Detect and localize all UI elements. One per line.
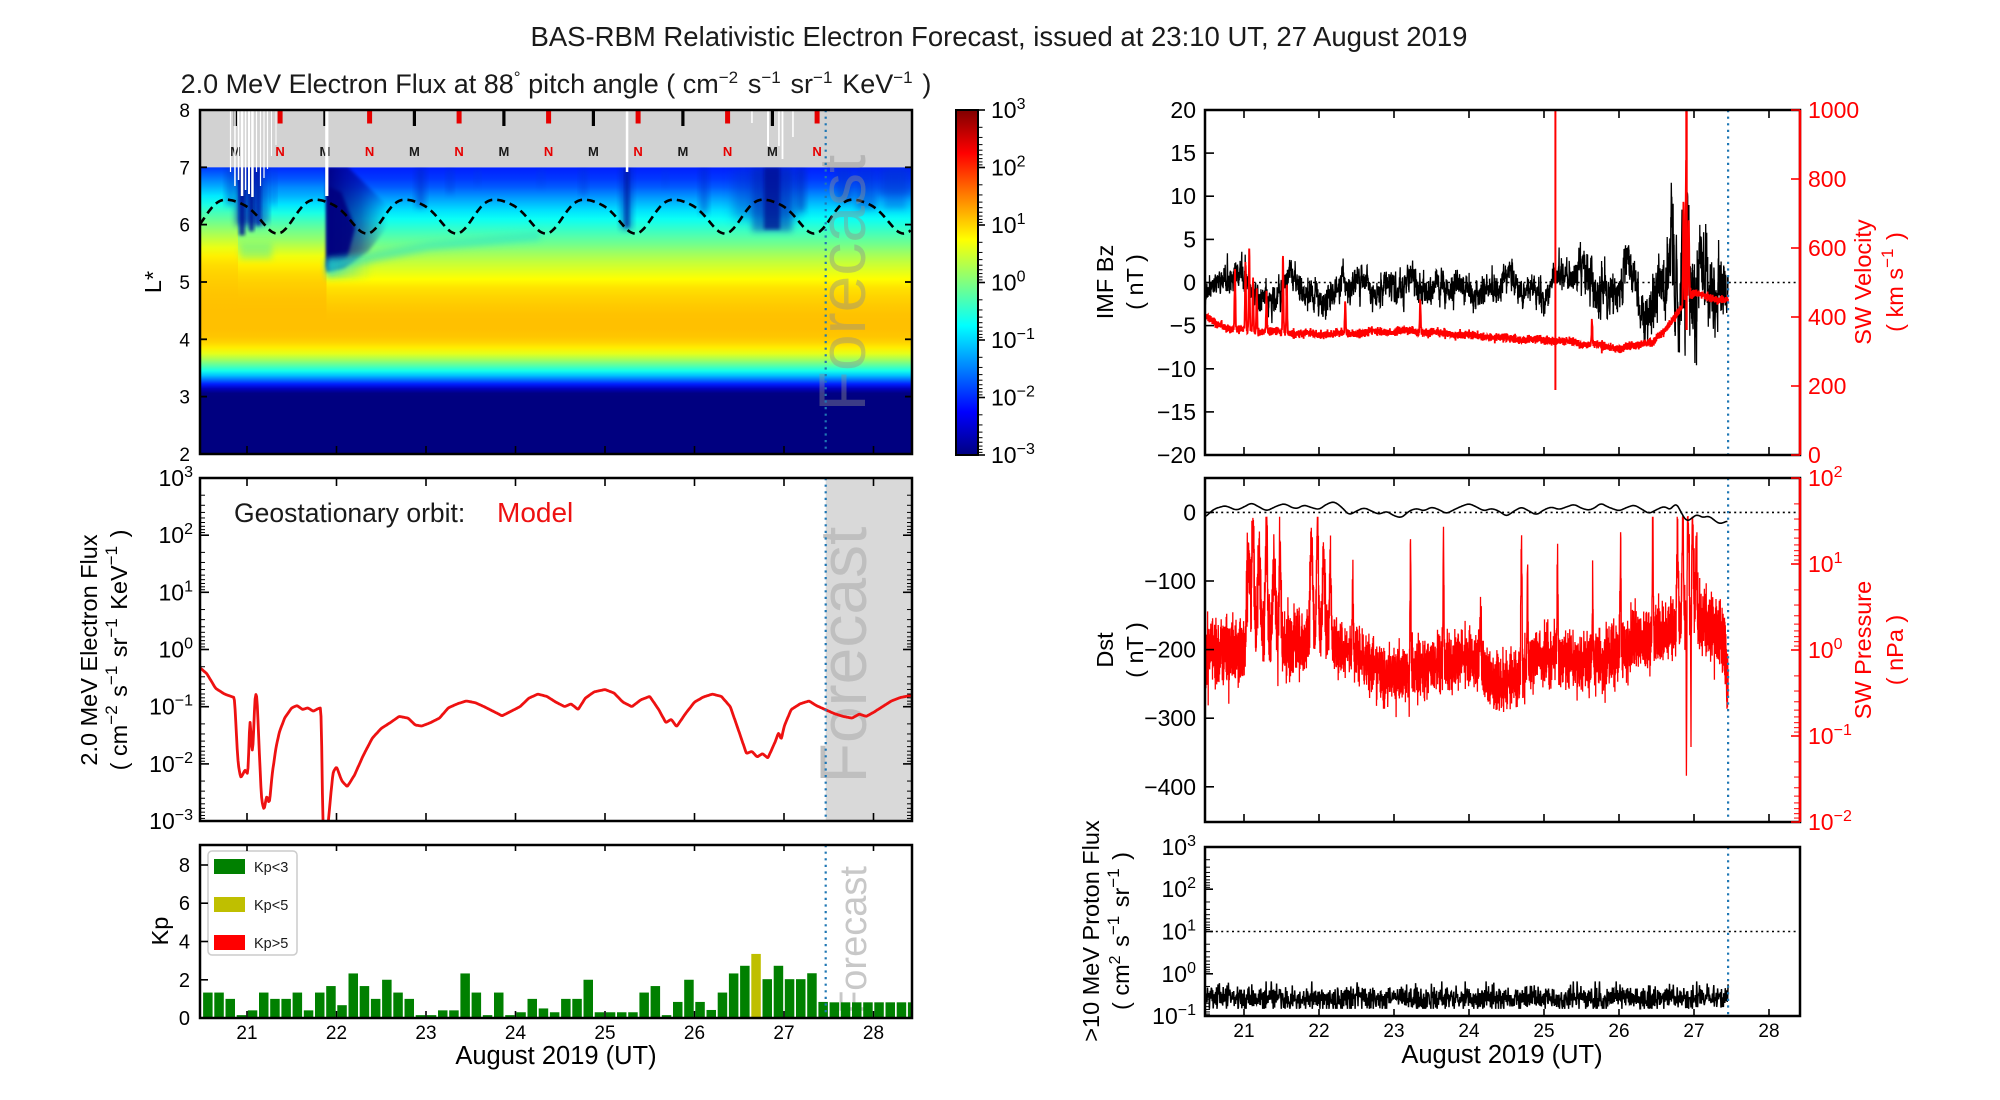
svg-text:21: 21 [236, 1023, 257, 1044]
svg-text:SW Pressure: SW Pressure [1850, 581, 1876, 719]
svg-text:27: 27 [773, 1023, 794, 1044]
svg-text:0: 0 [1183, 270, 1196, 296]
svg-text:Model: Model [497, 497, 573, 528]
svg-text:N: N [723, 144, 732, 159]
svg-text:100: 100 [1162, 960, 1197, 987]
svg-text:24: 24 [505, 1023, 527, 1044]
svg-text:27: 27 [1683, 1021, 1704, 1042]
svg-text:August 2019 (UT): August 2019 (UT) [1401, 1041, 1602, 1069]
svg-text:4: 4 [179, 932, 190, 954]
svg-text:2.0 MeV Electron Flux: 2.0 MeV Electron Flux [76, 534, 102, 765]
svg-text:SW Velocity: SW Velocity [1850, 219, 1876, 345]
svg-text:( nT ): ( nT ) [1122, 622, 1148, 678]
svg-text:10−2: 10−2 [991, 384, 1035, 411]
svg-text:N: N [812, 144, 821, 159]
svg-text:N: N [633, 144, 642, 159]
svg-text:10: 10 [1170, 183, 1196, 209]
svg-text:22: 22 [326, 1023, 347, 1044]
svg-text:28: 28 [863, 1023, 884, 1044]
svg-text:102: 102 [991, 154, 1026, 181]
svg-text:August 2019 (UT): August 2019 (UT) [455, 1042, 656, 1070]
svg-text:Kp<5: Kp<5 [254, 898, 288, 914]
svg-text:( nPa ): ( nPa ) [1882, 615, 1908, 686]
svg-text:−5: −5 [1170, 313, 1196, 339]
svg-text:3: 3 [179, 388, 190, 409]
svg-text:0: 0 [1808, 442, 1821, 468]
svg-text:400: 400 [1808, 304, 1846, 330]
svg-text:1000: 1000 [1808, 97, 1859, 123]
svg-text:7: 7 [179, 158, 190, 179]
svg-text:M: M [677, 144, 688, 159]
svg-text:25: 25 [594, 1023, 615, 1044]
svg-text:−200: −200 [1144, 637, 1196, 663]
svg-text:IMF Bz: IMF Bz [1092, 245, 1118, 319]
svg-text:−20: −20 [1157, 442, 1196, 468]
svg-text:BAS-RBM Relativistic Electron: BAS-RBM Relativistic Electron Forecast, … [531, 21, 1468, 52]
svg-text:5: 5 [1183, 226, 1196, 252]
svg-text:Kp>5: Kp>5 [254, 936, 288, 952]
svg-text:0: 0 [1183, 499, 1196, 525]
svg-text:−400: −400 [1144, 774, 1196, 800]
svg-text:−15: −15 [1157, 399, 1196, 425]
svg-text:L*: L* [140, 271, 166, 293]
svg-text:Forecast: Forecast [833, 866, 875, 1014]
svg-text:N: N [365, 144, 374, 159]
svg-text:23: 23 [1383, 1021, 1404, 1042]
svg-text:800: 800 [1808, 166, 1846, 192]
svg-text:−10: −10 [1157, 356, 1196, 382]
svg-text:−300: −300 [1144, 705, 1196, 731]
svg-text:M: M [319, 144, 330, 159]
svg-text:26: 26 [1608, 1021, 1629, 1042]
svg-text:8: 8 [179, 101, 190, 122]
svg-text:5: 5 [179, 273, 190, 294]
svg-text:10−2: 10−2 [149, 750, 193, 777]
svg-text:N: N [544, 144, 553, 159]
svg-text:200: 200 [1808, 373, 1846, 399]
svg-text:20: 20 [1170, 97, 1196, 123]
svg-text:24: 24 [1458, 1021, 1480, 1042]
svg-text:−100: −100 [1144, 568, 1196, 594]
svg-text:M: M [767, 144, 778, 159]
svg-text:M: M [409, 144, 420, 159]
svg-text:Forecast: Forecast [805, 155, 879, 412]
svg-text:4: 4 [179, 330, 190, 351]
svg-text:2: 2 [179, 970, 190, 992]
svg-text:Kp: Kp [147, 917, 173, 946]
svg-text:M: M [498, 144, 509, 159]
svg-text:( cm−2 s−1 sr−1 KeV−1 ): ( cm−2 s−1 sr−1 KeV−1 ) [102, 530, 132, 771]
svg-text:M: M [588, 144, 599, 159]
svg-text:28: 28 [1758, 1021, 1779, 1042]
svg-text:25: 25 [1533, 1021, 1554, 1042]
svg-text:>10 MeV Proton Flux: >10 MeV Proton Flux [1078, 820, 1104, 1042]
svg-text:21: 21 [1233, 1021, 1254, 1042]
svg-text:103: 103 [1162, 833, 1197, 860]
svg-text:Forecast: Forecast [806, 527, 880, 784]
svg-text:6: 6 [179, 893, 190, 915]
svg-text:10−1: 10−1 [991, 326, 1035, 353]
svg-text:( km s−1 ): ( km s−1 ) [1878, 232, 1908, 332]
svg-text:2.0 MeV Electron Flux at 88°: 2.0 MeV Electron Flux at 88° pitch angle… [181, 68, 932, 99]
svg-text:Kp<3: Kp<3 [254, 860, 288, 876]
svg-text:8: 8 [179, 855, 190, 877]
svg-text:( nT ): ( nT ) [1122, 254, 1148, 310]
svg-text:23: 23 [415, 1023, 436, 1044]
svg-text:15: 15 [1170, 140, 1196, 166]
svg-text:22: 22 [1308, 1021, 1329, 1042]
svg-text:2: 2 [179, 445, 190, 466]
svg-text:100: 100 [1808, 636, 1843, 663]
svg-text:N: N [275, 144, 284, 159]
svg-text:Geostationary orbit:: Geostationary orbit: [234, 498, 465, 528]
svg-text:26: 26 [684, 1023, 705, 1044]
svg-text:6: 6 [179, 216, 190, 237]
svg-text:600: 600 [1808, 235, 1846, 261]
svg-text:Dst: Dst [1092, 632, 1118, 668]
svg-text:N: N [454, 144, 463, 159]
svg-text:0: 0 [179, 1008, 190, 1030]
